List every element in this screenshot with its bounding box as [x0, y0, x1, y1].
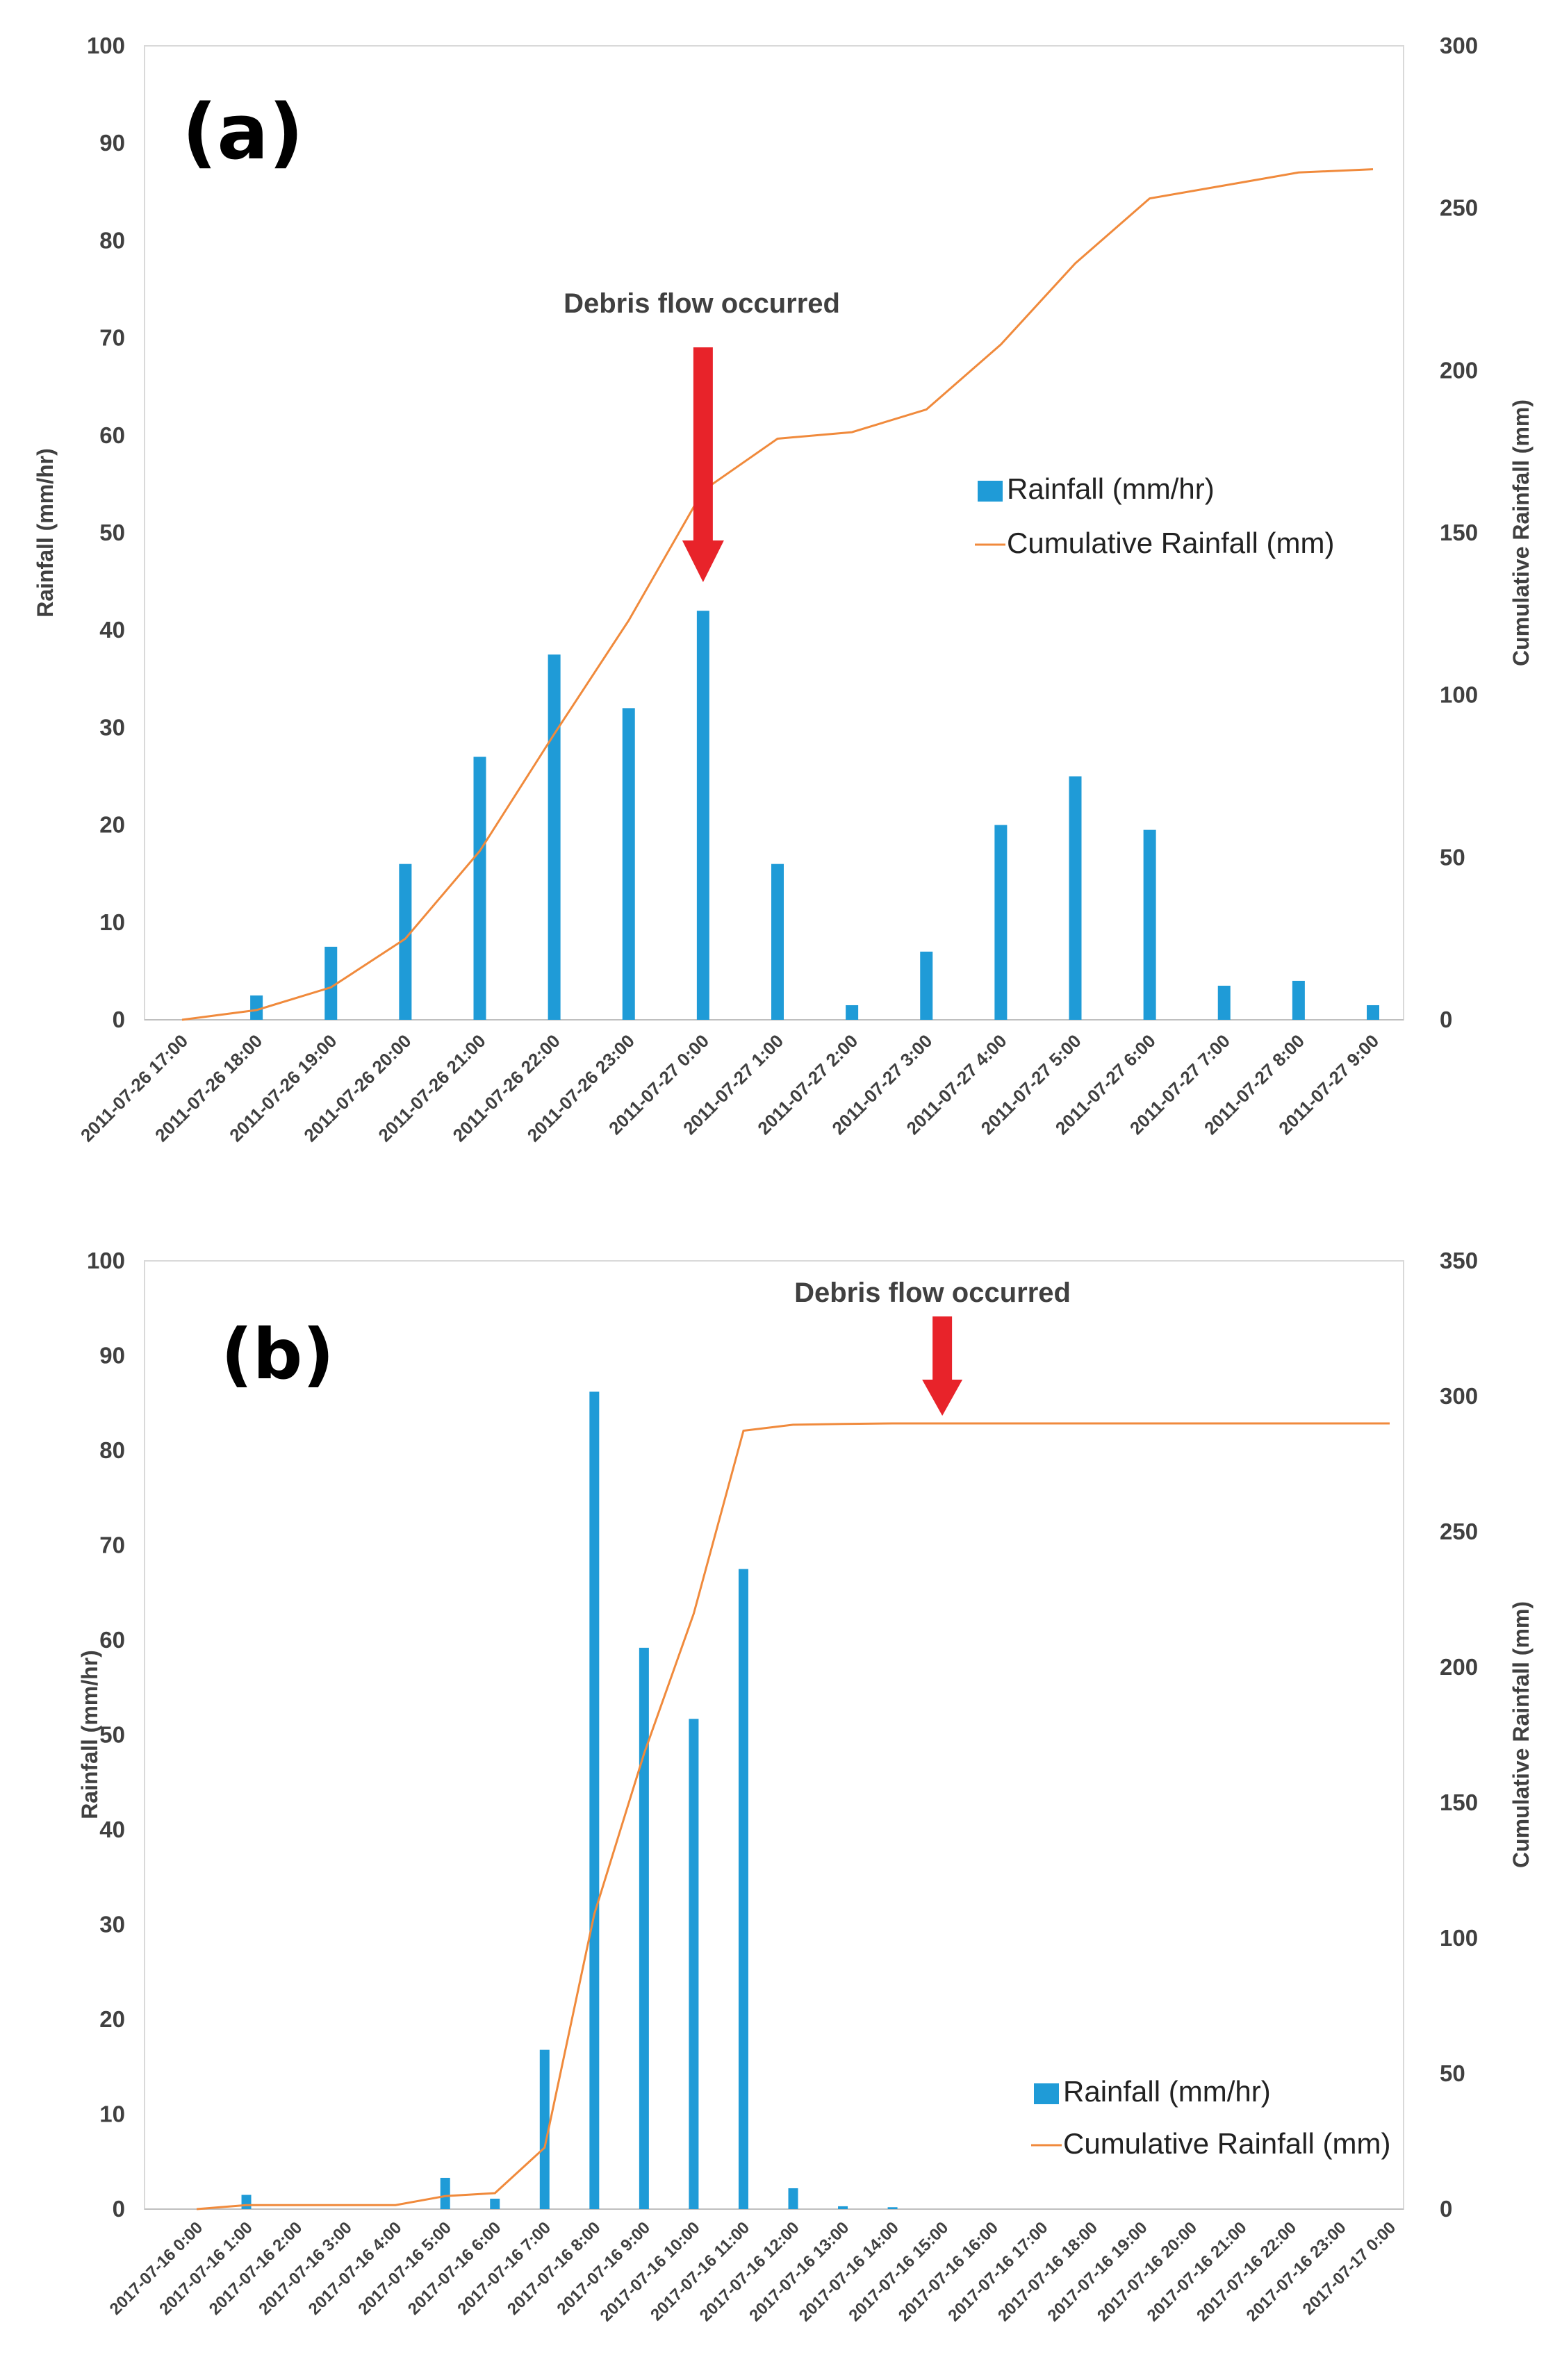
y2-tick-label: 250	[1440, 195, 1478, 221]
rainfall-bar	[324, 946, 338, 1020]
y-tick-label: 90	[99, 130, 125, 156]
y2-tick-label: 100	[1440, 682, 1478, 708]
rainfall-bar	[887, 2207, 898, 2209]
rainfall-bar	[440, 2177, 450, 2209]
plot-area-frame	[144, 1260, 1404, 2210]
y-tick-label: 40	[99, 617, 125, 643]
rainfall-bar	[689, 1719, 699, 2209]
y-tick-label: 70	[99, 325, 125, 351]
rainfall-bar	[994, 825, 1008, 1020]
legend-label-rainfall: Rainfall (mm/hr)	[1007, 472, 1215, 505]
y-axis-title: Rainfall (mm/hr)	[77, 1650, 102, 1819]
legend-swatch-rainfall	[978, 481, 1003, 502]
y-tick-label: 20	[99, 812, 125, 838]
y-axis-title: Rainfall (mm/hr)	[33, 448, 58, 618]
y-tick-label: 50	[99, 1722, 125, 1748]
y-tick-label: 50	[99, 520, 125, 545]
legend-swatch-rainfall	[1034, 2083, 1059, 2104]
rainfall-bar	[1367, 1005, 1379, 1020]
chart-panel-a: 0 10 20 30 40 50 60 70 80 90 100 0 50 100 150 200 250 300…	[33, 33, 1534, 1146]
rainfall-bar	[473, 757, 486, 1020]
chart-legend: Rainfall (mm/hr) Cumulative Rainfall (mm)	[975, 472, 1334, 559]
y-tick-label: 60	[99, 422, 125, 448]
y-tick-label: 0	[113, 2196, 125, 2222]
y-tick-label: 40	[99, 1817, 125, 1842]
rainfall-bar	[1217, 985, 1231, 1020]
x-category-label: 2017-07-17 0:00	[1299, 2218, 1400, 2319]
rainfall-bar	[1143, 829, 1156, 1020]
legend-label-cumulative: Cumulative Rainfall (mm)	[1063, 2127, 1390, 2160]
rainfall-bar	[771, 863, 784, 1020]
rainfall-bar	[622, 708, 635, 1020]
debris-flow-annotation: Debris flow occurred	[564, 288, 840, 319]
cumulative-rainfall-line	[181, 168, 1374, 1021]
y-tick-label: 100	[87, 1248, 125, 1273]
y2-axis-title: Cumulative Rainfall (mm)	[1508, 399, 1534, 666]
y-tick-label: 100	[87, 33, 125, 58]
chart-panel-b: 0 10 20 30 40 50 60 70 80 90 100 0 50 100 150 200 250 300…	[77, 1248, 1534, 2325]
rainfall-bar	[548, 654, 561, 1020]
y-tick-label: 0	[113, 1007, 125, 1032]
rainfall-bar	[539, 2049, 550, 2209]
legend-label-rainfall: Rainfall (mm/hr)	[1063, 2075, 1271, 2108]
x-category-label: 2017-07-16 0:00	[106, 2218, 207, 2319]
x-category-label: 2017-07-16 3:00	[255, 2218, 356, 2319]
chart-legend: Rainfall (mm/hr) Cumulative Rainfall (mm)	[1031, 2075, 1390, 2160]
x-category-label: 2017-07-16 2:00	[206, 2218, 306, 2319]
rainfall-bar	[696, 611, 709, 1020]
y2-tick-label: 0	[1440, 2196, 1452, 2222]
rainfall-bar	[920, 951, 933, 1020]
rainfall-bar	[639, 1647, 649, 2209]
y2-tick-label: 0	[1440, 1007, 1452, 1032]
rainfall-bar	[846, 1005, 859, 1020]
panel-label: (a)	[182, 88, 304, 176]
y-tick-label: 80	[99, 227, 125, 253]
x-category-label: 2017-07-16 1:00	[156, 2218, 256, 2319]
y2-tick-label: 350	[1440, 1248, 1478, 1273]
y2-tick-label: 100	[1440, 1925, 1478, 1951]
y2-tick-label: 50	[1440, 844, 1465, 870]
rainfall-bar	[490, 2198, 500, 2209]
y-tick-label: 90	[99, 1343, 125, 1369]
x-category-label: 2017-07-16 6:00	[404, 2218, 505, 2319]
y2-tick-label: 300	[1440, 33, 1478, 58]
y2-tick-label: 150	[1440, 1790, 1478, 1815]
y2-tick-label: 50	[1440, 2060, 1465, 2086]
rainfall-bar	[738, 1569, 748, 2209]
y-tick-label: 70	[99, 1532, 125, 1558]
rainfall-bar	[1069, 776, 1082, 1020]
cumulative-rainfall-line	[196, 1422, 1390, 2210]
y-tick-label: 30	[99, 714, 125, 740]
x-category-label: 2017-07-16 7:00	[454, 2218, 554, 2319]
x-category-label: 2017-07-16 5:00	[354, 2218, 455, 2319]
y-tick-label: 20	[99, 2006, 125, 2032]
rainfall-bar	[1292, 980, 1305, 1020]
rainfall-bar	[788, 2188, 798, 2209]
y2-tick-label: 150	[1440, 520, 1478, 545]
y-tick-label: 80	[99, 1437, 125, 1463]
rainfall-bar	[589, 1391, 600, 2209]
y-tick-label: 30	[99, 1912, 125, 1937]
rainfall-bar	[250, 995, 263, 1020]
legend-label-cumulative: Cumulative Rainfall (mm)	[1007, 527, 1334, 559]
panel-label: (b)	[221, 1314, 334, 1395]
y2-tick-label: 200	[1440, 1654, 1478, 1680]
rainfall-bar	[241, 2195, 252, 2209]
y-tick-label: 60	[99, 1627, 125, 1653]
debris-flow-annotation: Debris flow occurred	[794, 1278, 1071, 1308]
rainfall-bar	[399, 863, 412, 1020]
y2-axis-title: Cumulative Rainfall (mm)	[1508, 1601, 1534, 1868]
y2-tick-label: 300	[1440, 1383, 1478, 1409]
y-tick-label: 10	[99, 909, 125, 935]
y2-tick-label: 250	[1440, 1519, 1478, 1544]
y-tick-label: 10	[99, 2101, 125, 2127]
x-category-label: 2017-07-16 8:00	[504, 2218, 605, 2319]
x-category-label: 2017-07-16 9:00	[554, 2218, 655, 2319]
debris-flow-arrow-icon	[922, 1316, 963, 1416]
rainfall-bar	[838, 2206, 848, 2209]
x-category-label: 2017-07-16 4:00	[305, 2218, 406, 2319]
y2-tick-label: 200	[1440, 357, 1478, 383]
debris-flow-arrow-icon	[682, 347, 724, 582]
